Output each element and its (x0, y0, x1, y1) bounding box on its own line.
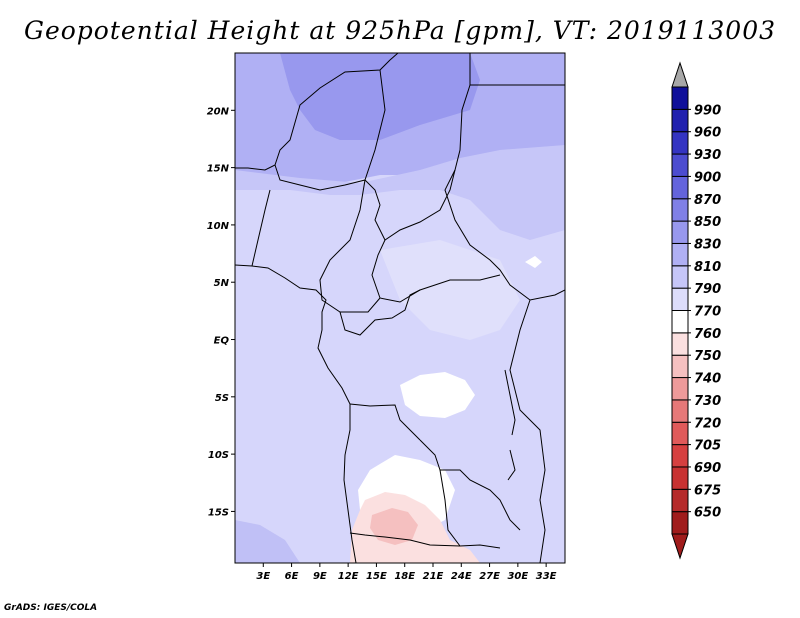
y-tick-label: 15S (208, 507, 229, 518)
region-sahel-band (235, 145, 565, 240)
country-borders (235, 53, 565, 563)
colorbar-box (671, 242, 689, 267)
border-congo (339, 289, 421, 336)
colorbar-label: 705 (694, 439, 721, 454)
y-tick-label: 20N (207, 106, 230, 117)
x-tick-label: 24E (451, 571, 472, 582)
colorbar-label: 750 (694, 349, 721, 364)
lake-2 (507, 449, 516, 481)
colorbar-label: 740 (694, 372, 721, 387)
chart-title: Geopotential Height at 925hPa [gpm], VT:… (23, 16, 777, 45)
colorbar-box (671, 108, 689, 133)
border-north-2 (274, 164, 366, 191)
region-north-strong (280, 53, 480, 140)
colorbar-box (671, 220, 689, 244)
colorbar-label: 675 (694, 483, 721, 498)
y-tick-label: 10N (207, 221, 230, 232)
colorbar-label: 810 (694, 260, 721, 275)
colorbar-label: 870 (694, 193, 721, 208)
colorbar-box (671, 377, 689, 401)
x-tick-label: 15E (366, 571, 387, 582)
x-tick-label: 27E (479, 571, 500, 582)
map-fills (235, 53, 565, 563)
colorbar-box (671, 354, 689, 379)
colorbar-label: 990 (694, 103, 721, 118)
border-car (371, 239, 501, 303)
border-drc-south (419, 439, 521, 531)
border-zambia (439, 469, 461, 547)
region-central-light (380, 240, 520, 340)
colorbar-box (671, 444, 689, 468)
colorbar-label: 760 (694, 327, 721, 342)
coastline (235, 264, 357, 563)
x-tick-label: 3E (256, 571, 270, 582)
colorbar-arrow-high (671, 61, 689, 88)
x-tick-label: 33E (536, 571, 557, 582)
border-mid-west (251, 189, 271, 267)
border-drc-west (349, 403, 421, 441)
y-tick-label: 15N (207, 164, 230, 175)
y-tick-label: 10S (208, 450, 229, 461)
x-tick-label: 18E (394, 571, 415, 582)
colorbar-label: 790 (694, 282, 721, 297)
border-chad (364, 53, 471, 241)
colorbar-label: 900 (694, 170, 721, 185)
y-tick-label: EQ (214, 336, 230, 347)
x-axis: 3E 6E 9E 12E 15E 18E 21E 24E 27E 30E 33E (256, 563, 557, 582)
colorbar-box (671, 153, 689, 177)
colorbar-box (671, 175, 689, 200)
colorbar-label: 930 (694, 148, 721, 163)
colorbar-label: 720 (694, 416, 721, 431)
colorbar-box (671, 399, 689, 423)
region-sw-corner (235, 520, 300, 563)
border-angola-south (349, 532, 501, 549)
colorbar-label: 830 (694, 237, 721, 252)
colorbar-label: 650 (694, 506, 721, 521)
y-tick-label: 5S (215, 393, 229, 404)
y-axis: 20N 15N 10N 5N EQ 5S 10S 15S (207, 106, 235, 518)
map-frame (234, 52, 566, 564)
border-east (509, 299, 546, 563)
x-tick-label: 6E (285, 571, 299, 582)
x-tick-label: 12E (338, 571, 359, 582)
x-tick-label: 30E (507, 571, 528, 582)
colorbar-label: 730 (694, 394, 721, 409)
colorbar-label: 690 (694, 461, 721, 476)
region-angola-lowest (370, 508, 418, 545)
region-white-patches (358, 256, 542, 535)
colorbar: 650 675 690 705 720 730 740 750 760 770 790 810 830 8… (671, 61, 721, 560)
colorbar-box (671, 198, 689, 222)
colorbar-box (671, 131, 689, 155)
border-sudan (444, 169, 565, 301)
colorbar-label: 960 (694, 126, 721, 141)
colorbar-box (671, 466, 689, 490)
colorbar-box (671, 310, 689, 334)
border-cameroon (319, 179, 381, 313)
colorbar-box (671, 421, 689, 446)
x-tick-label: 9E (313, 571, 327, 582)
colorbar-label: 850 (694, 215, 721, 230)
colorbar-box (671, 287, 689, 311)
colorbar-box (671, 86, 689, 110)
y-tick-label: 5N (214, 278, 230, 289)
colorbar-arrow-low (671, 533, 689, 560)
x-tick-label: 21E (423, 571, 444, 582)
colorbar-box (671, 265, 689, 289)
colorbar-label: 770 (694, 305, 721, 320)
lake (504, 369, 516, 436)
border-north-1 (235, 53, 399, 171)
colorbar-box (671, 511, 689, 535)
colorbar-box (671, 332, 689, 356)
grads-credit: GrADS: IGES/COLA (4, 603, 98, 613)
colorbar-box (671, 488, 689, 513)
